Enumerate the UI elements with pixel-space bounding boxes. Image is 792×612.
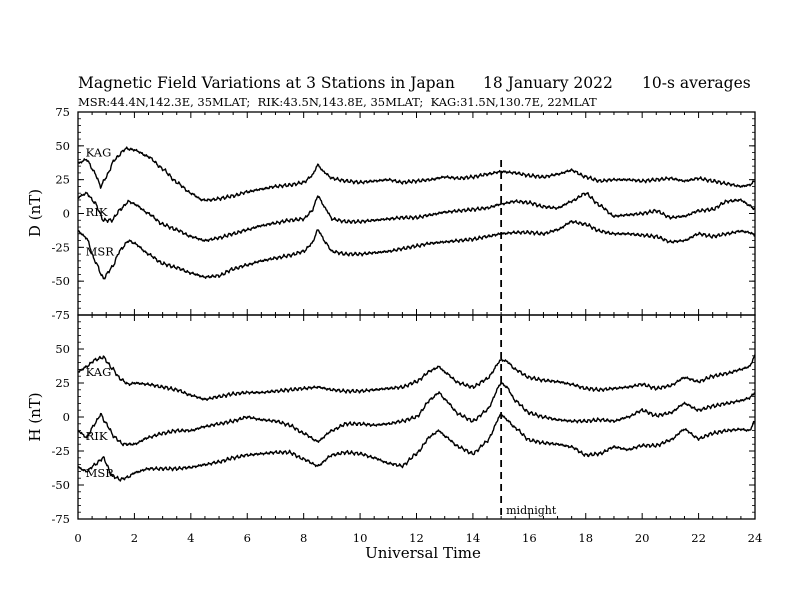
y-tick-label: -25 — [51, 444, 70, 458]
x-axis: 0 2 4 6 8 10 12 14 16 18 20 22 24 — [74, 531, 762, 545]
series-label-msr: MSR — [86, 244, 115, 258]
chart-title: Magnetic Field Variations at 3 Stations … — [78, 74, 455, 92]
series-line-kag — [77, 146, 756, 202]
series-label-rik: RIK — [86, 205, 108, 219]
y-tick-label: 25 — [55, 376, 70, 390]
series-line-kag — [77, 354, 756, 401]
x-tick-label: 22 — [691, 531, 706, 545]
x-tick-label: 10 — [353, 531, 368, 545]
y-tick-label: 0 — [63, 410, 70, 424]
stations-info: MSR:44.4N,142.3E, 35MLAT; RIK:43.5N,143.… — [78, 95, 597, 109]
bottom-panel-ylabel: H (nT) — [26, 392, 44, 441]
x-tick-label: 20 — [635, 531, 650, 545]
y-tick-label: -75 — [51, 308, 70, 322]
y-tick-label: -50 — [51, 478, 70, 492]
series-line-msr — [77, 413, 756, 482]
y-tick-label: -50 — [51, 274, 70, 288]
x-tick-label: 8 — [300, 531, 307, 545]
midnight-label: midnight — [506, 504, 557, 517]
y-tick-label: 50 — [55, 342, 70, 356]
y-tick-label: -75 — [51, 512, 70, 526]
y-tick-label: -25 — [51, 240, 70, 254]
bottom-panel-ticks: -75 -50 -25 0 25 50 — [51, 314, 756, 526]
series-line-msr — [77, 220, 756, 280]
x-tick-label: 6 — [244, 531, 251, 545]
series-label-rik: RIK — [86, 429, 108, 443]
x-tick-label: 12 — [409, 531, 424, 545]
y-tick-label: 25 — [55, 173, 70, 187]
top-panel: -75 -50 -25 0 25 50 75 KAG RIK MSR D (nT) — [26, 105, 756, 322]
top-panel-series: KAG RIK MSR — [77, 146, 756, 280]
y-tick-label: 75 — [55, 105, 70, 119]
series-line-rik — [77, 191, 756, 242]
bottom-panel-series: KAG RIK MSR — [77, 354, 756, 482]
y-tick-label: 0 — [63, 207, 70, 221]
bottom-panel-frame — [77, 314, 756, 520]
top-panel-frame — [77, 111, 756, 316]
series-label-msr: MSR — [86, 466, 115, 480]
y-tick-label: 50 — [55, 139, 70, 153]
bottom-panel: -75 -50 -25 0 25 50 KAG RIK MSR H (nT) — [26, 314, 756, 526]
x-tick-label: 14 — [466, 531, 481, 545]
series-line-rik — [77, 381, 756, 447]
x-tick-label: 0 — [74, 531, 81, 545]
x-tick-label: 4 — [187, 531, 194, 545]
series-label-kag: KAG — [86, 146, 112, 160]
chart-date: 18 January 2022 — [483, 74, 613, 92]
top-panel-ylabel: D (nT) — [26, 189, 44, 237]
top-panel-ticks: -75 -50 -25 0 25 50 75 — [51, 105, 756, 322]
x-tick-label: 2 — [131, 531, 138, 545]
x-tick-label: 18 — [578, 531, 593, 545]
series-label-kag: KAG — [86, 365, 112, 379]
x-axis-label: Universal Time — [365, 544, 481, 562]
chart-averaging: 10-s averages — [642, 74, 751, 92]
x-tick-label: 24 — [748, 531, 763, 545]
x-tick-label: 16 — [522, 531, 537, 545]
